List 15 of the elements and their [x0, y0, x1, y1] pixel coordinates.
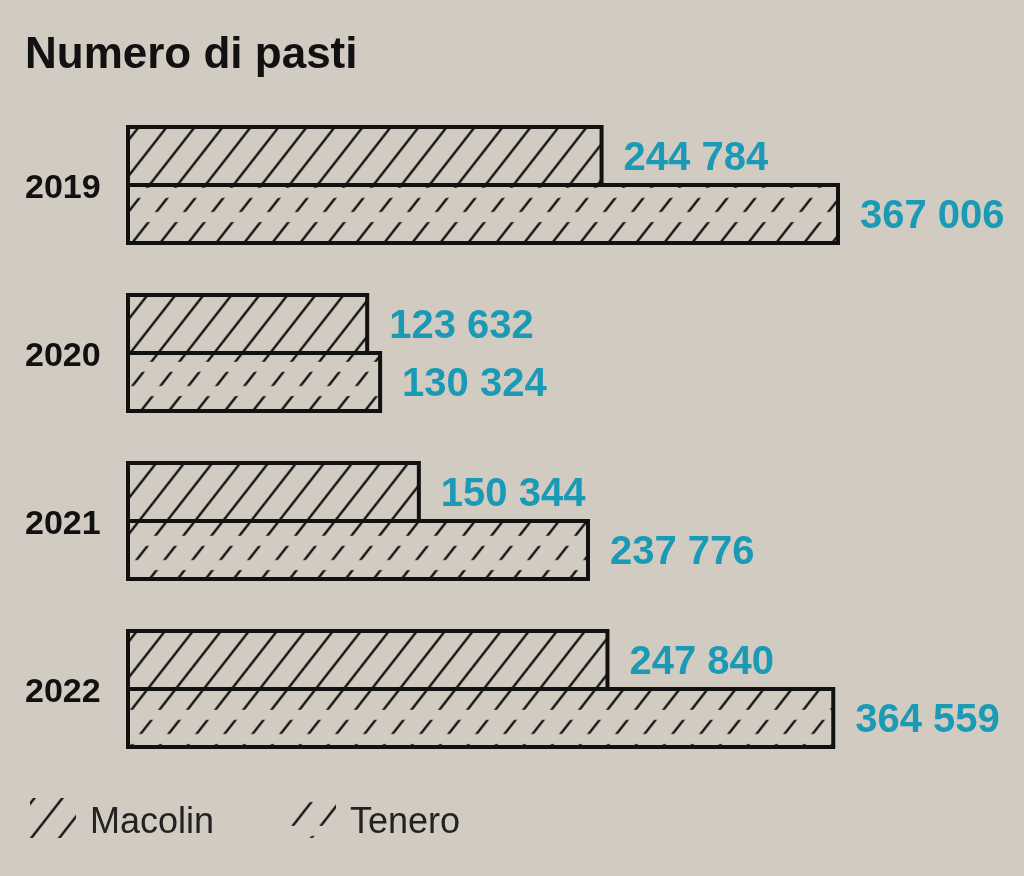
data-label: 130 324 — [402, 360, 548, 404]
data-label: 244 784 — [623, 134, 769, 178]
y-tick-label: 2022 — [25, 671, 101, 709]
y-tick-label: 2020 — [25, 335, 101, 373]
data-label: 367 006 — [860, 192, 1005, 236]
data-label: 150 344 — [440, 470, 587, 514]
legend-label: Tenero — [350, 800, 461, 841]
legend-label: Macolin — [90, 800, 215, 841]
y-tick-label: 2019 — [25, 167, 101, 205]
data-label: 364 559 — [855, 696, 1000, 740]
y-tick-label: 2021 — [25, 503, 101, 541]
data-label: 123 632 — [389, 302, 534, 346]
data-label: 247 840 — [629, 638, 775, 682]
chart-title: Numero di pasti — [25, 28, 358, 77]
data-label: 237 776 — [610, 528, 755, 572]
